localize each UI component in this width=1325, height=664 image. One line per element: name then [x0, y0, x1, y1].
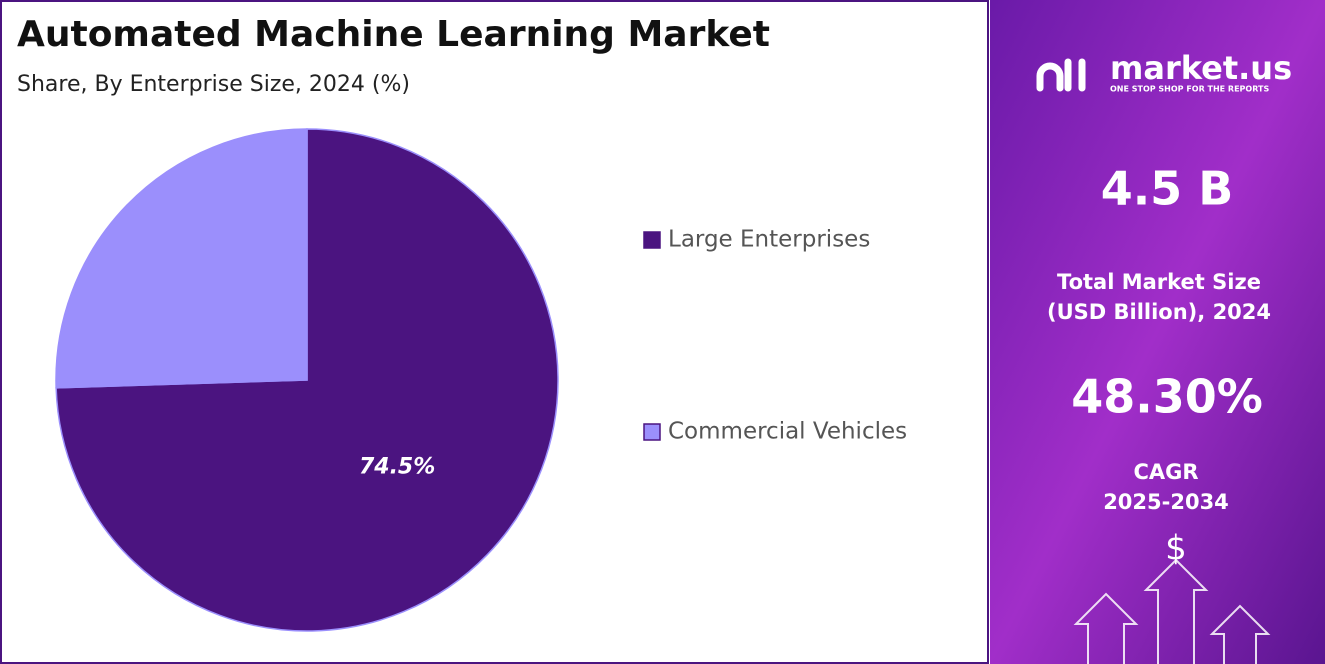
pie-slice: [55, 128, 308, 389]
market-size-label: (USD Billion), 2024: [1047, 300, 1271, 324]
legend-label: Commercial Vehicles: [668, 419, 907, 445]
market-size-label: Total Market Size: [1057, 270, 1261, 294]
legend-swatch: [643, 423, 661, 441]
growth-arrows: [1073, 558, 1271, 664]
brand-name: market.us: [1110, 49, 1292, 87]
cagr-label: 2025-2034: [1103, 490, 1229, 514]
market-size: 4.5 B: [1101, 162, 1234, 216]
cagr-value: 48.30%: [1071, 370, 1263, 424]
chart-subtitle: Share, By Enterprise Size, 2024 (%): [17, 72, 410, 97]
cagr-label: CAGR: [1133, 460, 1198, 484]
brand-tagline: ONE STOP SHOP FOR THE REPORTS: [1110, 85, 1269, 94]
currency-icon: $: [1165, 529, 1187, 569]
side-panel: [990, 0, 1325, 664]
legend-label: Large Enterprises: [668, 227, 870, 253]
chart-title: Automated Machine Learning Market: [17, 14, 770, 55]
slice-label: 74.5%: [359, 454, 435, 479]
brand-logo: [1036, 58, 1086, 92]
legend-swatch: [643, 231, 661, 249]
